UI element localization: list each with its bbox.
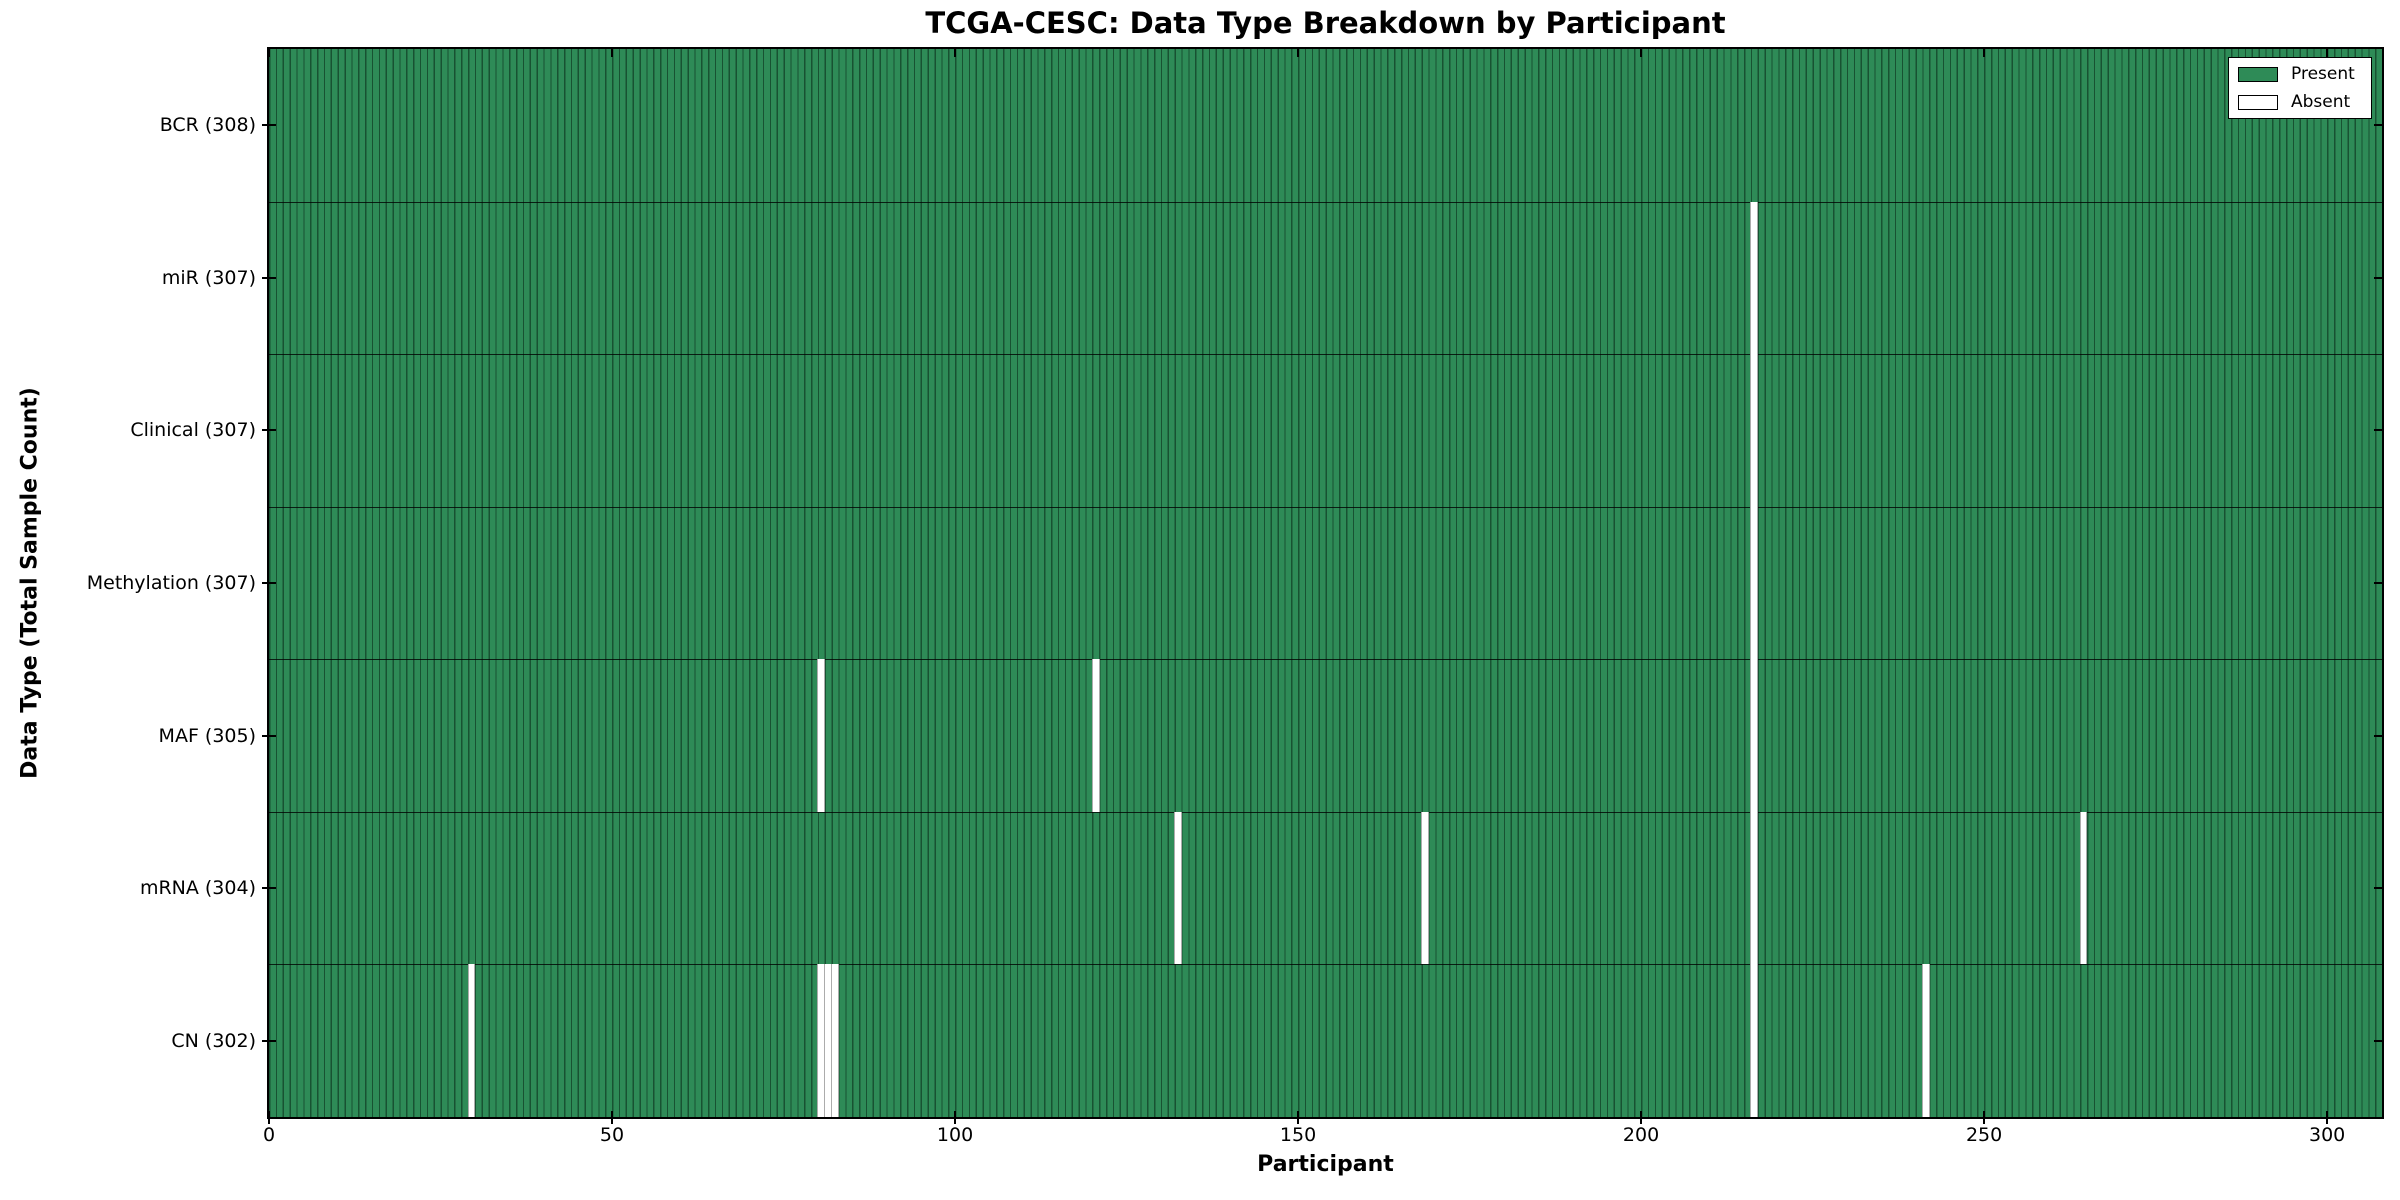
- y-tick-label: BCR (308): [159, 114, 256, 137]
- x-tick-mark: [954, 1111, 957, 1124]
- row-cn: [269, 964, 2382, 1117]
- absent-stripe: [1921, 964, 1930, 1117]
- y-tick-label: miR (307): [161, 266, 256, 289]
- y-tick-mark: [2374, 582, 2382, 584]
- y-tick-label: Methylation (307): [86, 572, 256, 594]
- y-tick-label: MAF (305): [158, 724, 256, 747]
- y-tick-mark: [2374, 124, 2382, 127]
- x-tick-mark: [268, 1111, 270, 1124]
- legend-entry-absent: Absent: [2238, 90, 2371, 114]
- present-swatch-icon: [2238, 66, 2278, 82]
- y-tick-mark: [262, 1039, 276, 1042]
- legend-entry-present: Present: [2238, 62, 2371, 86]
- row-methylation: [269, 506, 2382, 661]
- absent-stripe: [817, 659, 826, 812]
- y-tick-mark: [2374, 276, 2382, 279]
- y-tick-label: CN (302): [171, 1029, 256, 1052]
- y-tick-mark: [262, 734, 276, 737]
- x-tick-mark: [268, 49, 270, 57]
- x-tick-label: 100: [936, 1124, 974, 1146]
- x-tick-mark: [1297, 49, 1300, 57]
- absent-stripe: [1421, 811, 1429, 965]
- x-tick-mark: [2326, 1111, 2329, 1124]
- y-tick-mark: [262, 276, 276, 279]
- x-tick-mark: [2326, 49, 2329, 57]
- x-tick-mark: [1640, 1111, 1643, 1124]
- y-tick-label: mRNA (304): [139, 877, 256, 900]
- absent-stripe: [1750, 354, 1759, 507]
- x-tick-mark: [1297, 1111, 1300, 1124]
- plot-area: [267, 47, 2384, 1119]
- x-tick-mark: [1640, 49, 1643, 57]
- legend-label-absent: Absent: [2291, 92, 2351, 112]
- x-tick-mark: [611, 1111, 614, 1124]
- row-mrna: [269, 811, 2382, 966]
- legend: Present Absent: [2228, 57, 2372, 119]
- absent-stripe: [831, 964, 839, 1117]
- row-clinical: [269, 354, 2382, 508]
- x-tick-label: 300: [2308, 1124, 2346, 1146]
- absent-stripe: [1750, 811, 1759, 965]
- x-tick-label: 250: [1965, 1124, 2003, 1146]
- absent-stripe: [1750, 201, 1759, 355]
- x-tick-label: 150: [1279, 1124, 1317, 1146]
- absent-stripe: [467, 964, 476, 1117]
- absent-stripe: [1091, 659, 1100, 812]
- y-tick-mark: [262, 582, 276, 584]
- y-tick-label: Clinical (307): [130, 419, 256, 442]
- absent-stripe: [1174, 811, 1182, 965]
- row-maf: [269, 659, 2382, 813]
- x-tick-mark: [611, 49, 614, 57]
- x-tick-mark: [1983, 49, 1986, 57]
- absent-stripe: [1750, 659, 1759, 812]
- y-tick-mark: [2374, 734, 2382, 737]
- x-tick-mark: [1983, 1111, 1986, 1124]
- y-tick-mark: [2374, 887, 2382, 890]
- legend-label-present: Present: [2291, 64, 2355, 84]
- y-axis-label: Data Type (Total Sample Count): [17, 387, 43, 779]
- chart-title: TCGA-CESC: Data Type Breakdown by Partic…: [925, 6, 1726, 40]
- x-axis-label: Participant: [1257, 1152, 1394, 1177]
- y-tick-mark: [262, 887, 276, 890]
- absent-stripe: [1750, 506, 1759, 660]
- row-mir: [269, 201, 2382, 356]
- y-tick-mark: [262, 429, 276, 432]
- y-tick-mark: [2374, 429, 2382, 432]
- x-tick-label: 50: [599, 1124, 625, 1146]
- x-tick-label: 0: [262, 1124, 276, 1146]
- x-tick-mark: [954, 49, 957, 57]
- row-bcr: [269, 49, 2382, 203]
- y-tick-mark: [262, 124, 276, 127]
- absent-stripe: [1750, 964, 1759, 1117]
- y-tick-mark: [2374, 1039, 2382, 1042]
- x-tick-label: 200: [1622, 1124, 1660, 1146]
- absent-stripe: [2079, 811, 2088, 965]
- absent-swatch-icon: [2238, 94, 2278, 110]
